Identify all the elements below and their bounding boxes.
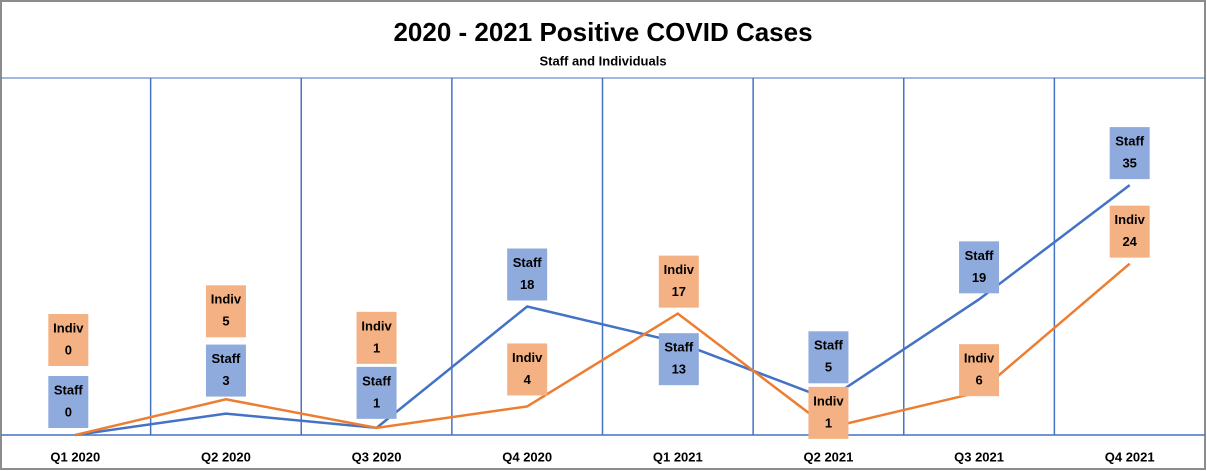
data-label-box [507, 343, 548, 396]
data-label-box [356, 366, 397, 419]
data-label-box [959, 241, 1000, 294]
data-label-box [48, 314, 89, 366]
data-label-value: 6 [975, 373, 982, 388]
x-tick-label: Q1 2020 [50, 449, 100, 464]
data-label-value: 3 [222, 373, 229, 388]
x-tick-label: Q1 2021 [653, 449, 703, 464]
data-label-value: 24 [1122, 234, 1137, 249]
chart-subtitle: Staff and Individuals [539, 53, 666, 68]
data-label-name: Staff [362, 373, 392, 388]
data-label-value: 0 [65, 404, 72, 419]
data-label-name: Indiv [361, 318, 392, 333]
data-label-box [808, 331, 849, 384]
data-label-box [205, 285, 246, 338]
x-tick-label: Q3 2020 [352, 449, 402, 464]
data-label-name: Staff [211, 351, 241, 366]
data-label-name: Staff [513, 255, 543, 270]
data-label-value: 1 [825, 415, 832, 430]
data-label-value: 17 [672, 284, 686, 299]
data-label-name: Indiv [664, 262, 695, 277]
x-tick-label: Q2 2021 [804, 449, 854, 464]
data-label-box [1109, 205, 1150, 258]
data-label-name: Staff [54, 382, 84, 397]
data-label-name: Staff [965, 248, 995, 263]
data-label-value: 35 [1122, 156, 1136, 171]
data-label-value: 13 [672, 362, 686, 377]
data-label-box [658, 255, 699, 308]
data-label-name: Indiv [964, 351, 995, 366]
data-label-box [507, 248, 548, 301]
data-label-box [48, 376, 89, 428]
data-label-value: 5 [222, 314, 229, 329]
data-label-name: Indiv [813, 393, 844, 408]
data-label-box [658, 333, 699, 386]
x-tick-label: Q4 2020 [502, 449, 552, 464]
data-label-value: 1 [373, 340, 380, 355]
data-label-name: Indiv [512, 350, 543, 365]
data-label-name: Staff [814, 338, 844, 353]
data-label-value: 5 [825, 360, 832, 375]
x-tick-label: Q2 2020 [201, 449, 251, 464]
series-line [75, 184, 1131, 437]
data-label-box [808, 386, 849, 439]
data-label-box [356, 311, 397, 364]
chart-title: 2020 - 2021 Positive COVID Cases [393, 17, 812, 47]
data-label-box [959, 344, 1000, 397]
data-label-value: 19 [972, 270, 986, 285]
data-label-name: Indiv [211, 292, 242, 307]
x-tick-label: Q3 2021 [954, 449, 1004, 464]
data-label-value: 1 [373, 395, 380, 410]
data-label-name: Indiv [53, 320, 84, 335]
series-line [75, 262, 1131, 437]
data-label-value: 0 [65, 342, 72, 357]
data-label-box [205, 344, 246, 397]
data-label-name: Indiv [1115, 212, 1146, 227]
data-label-name: Staff [664, 340, 694, 355]
data-label-value: 18 [520, 277, 534, 292]
x-tick-label: Q4 2021 [1105, 449, 1155, 464]
data-label-box [1109, 127, 1150, 180]
data-label-name: Staff [1115, 134, 1145, 149]
data-label-value: 4 [524, 372, 532, 387]
